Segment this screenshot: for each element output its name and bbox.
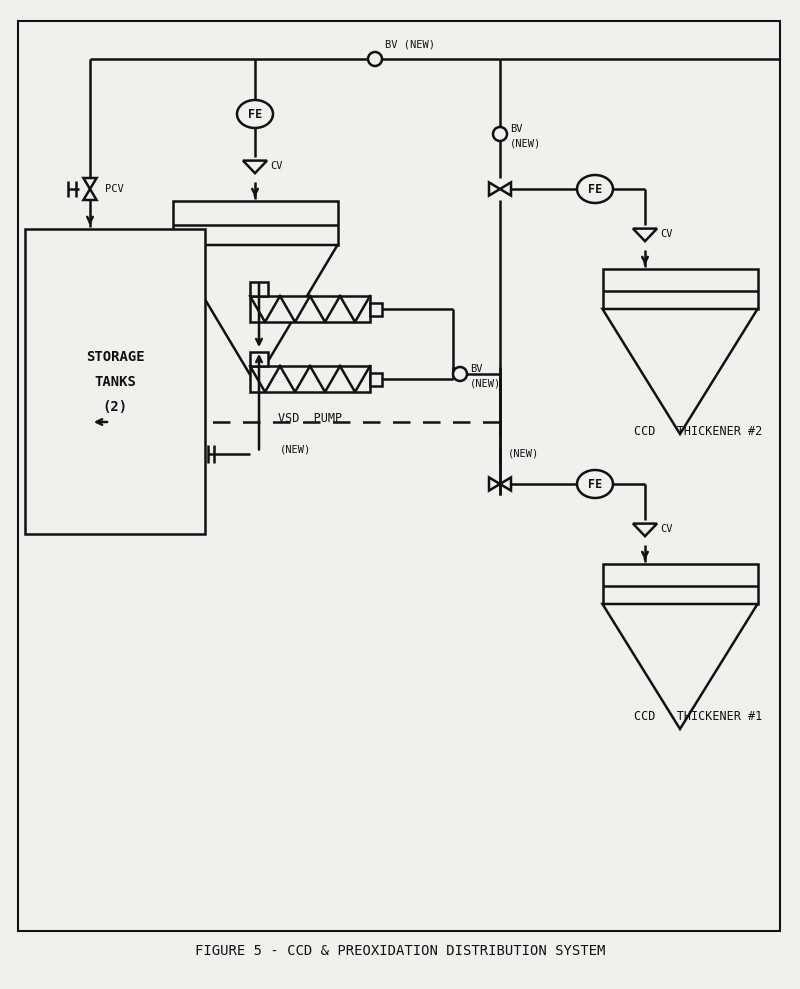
Text: CV: CV — [660, 524, 673, 534]
Circle shape — [493, 127, 507, 141]
Polygon shape — [83, 178, 97, 189]
Text: CCD   THICKENER #2: CCD THICKENER #2 — [634, 424, 762, 437]
Polygon shape — [489, 478, 500, 491]
Ellipse shape — [577, 470, 613, 498]
Bar — [602, 564, 758, 604]
Ellipse shape — [237, 100, 273, 128]
Text: CV: CV — [270, 161, 282, 171]
Polygon shape — [500, 478, 511, 491]
Polygon shape — [243, 160, 267, 173]
Text: STORAGE: STORAGE — [86, 349, 144, 364]
Text: (NEW): (NEW) — [279, 444, 310, 454]
Text: BV: BV — [470, 364, 482, 374]
Bar — [173, 201, 338, 245]
Text: PCV: PCV — [105, 184, 124, 194]
Bar — [370, 303, 382, 315]
Circle shape — [368, 52, 382, 66]
Text: BV (NEW): BV (NEW) — [385, 39, 435, 49]
Text: VSD  PUMP: VSD PUMP — [278, 412, 342, 425]
Text: FE: FE — [588, 183, 602, 196]
Text: (2): (2) — [102, 400, 127, 413]
Bar — [250, 352, 268, 366]
Text: FE: FE — [588, 478, 602, 491]
Polygon shape — [489, 182, 500, 196]
Bar — [250, 366, 370, 392]
Polygon shape — [83, 189, 97, 200]
Text: CV: CV — [660, 229, 673, 239]
Text: BV: BV — [510, 124, 522, 134]
Text: TANKS: TANKS — [94, 375, 136, 389]
Text: (NEW): (NEW) — [470, 378, 502, 388]
Text: FE: FE — [248, 108, 262, 121]
Bar — [250, 282, 268, 296]
Text: (NEW): (NEW) — [510, 138, 542, 148]
Text: CCD   THICKENER #1: CCD THICKENER #1 — [634, 709, 762, 723]
Bar — [250, 296, 370, 322]
Polygon shape — [633, 228, 657, 241]
Text: FIGURE 5 - CCD & PREOXIDATION DISTRIBUTION SYSTEM: FIGURE 5 - CCD & PREOXIDATION DISTRIBUTI… — [195, 944, 605, 958]
Polygon shape — [633, 523, 657, 536]
Polygon shape — [500, 182, 511, 196]
Bar — [370, 373, 382, 386]
Polygon shape — [602, 604, 758, 729]
Text: (NEW): (NEW) — [508, 448, 539, 458]
Circle shape — [453, 367, 467, 381]
Ellipse shape — [577, 175, 613, 203]
Polygon shape — [602, 309, 758, 434]
Bar — [25, 229, 205, 534]
Bar — [602, 269, 758, 309]
Polygon shape — [173, 245, 338, 383]
